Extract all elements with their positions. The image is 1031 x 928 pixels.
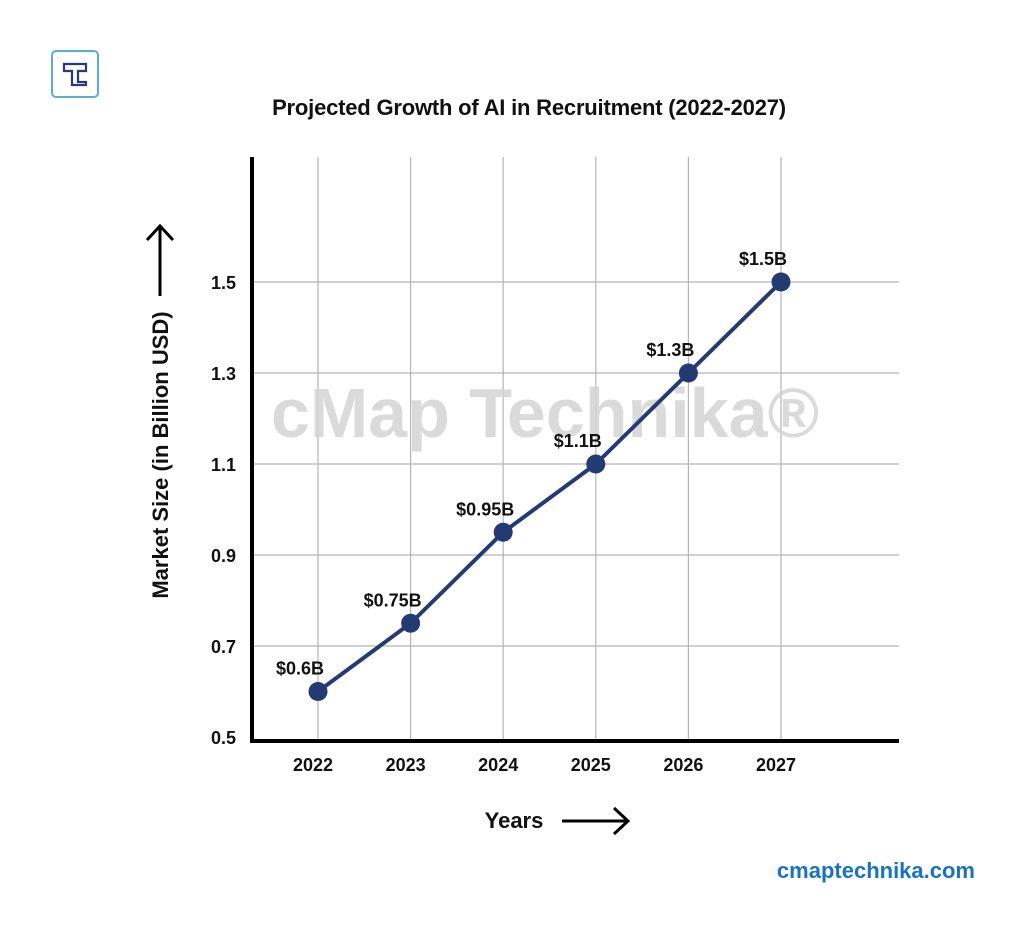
x-tick-label: 2024 xyxy=(478,755,518,775)
data-point-marker xyxy=(493,522,513,542)
data-labels: $0.6B $0.75B $0.95B $1.1B $1.3B $1.5B xyxy=(276,249,787,679)
x-tick-label: 2025 xyxy=(571,755,611,775)
watermark-text: cMap Technika® xyxy=(271,374,819,452)
y-axis-title: Market Size (in Billion USD) xyxy=(148,311,173,598)
data-label: $0.75B xyxy=(364,590,422,610)
axis-titles: Years Market Size (in Billion USD) xyxy=(145,223,631,836)
data-label: $0.95B xyxy=(456,499,514,519)
brand-logo xyxy=(51,50,99,98)
data-label: $1.5B xyxy=(739,249,787,269)
series-line-path xyxy=(316,280,783,694)
y-tick-label: 1.3 xyxy=(211,364,236,384)
footer-domain-link[interactable]: cmaptechnika.com xyxy=(776,858,975,883)
axes xyxy=(250,157,899,743)
x-tick-label: 2023 xyxy=(386,755,426,775)
data-point-marker xyxy=(401,613,421,633)
tick-labels: 2022 2023 2024 2025 2026 2027 0.5 0.7 0.9 1.1 1.3 1… xyxy=(211,273,796,775)
data-label: $1.1B xyxy=(554,431,602,451)
data-point-marker xyxy=(771,272,791,292)
data-label: $0.6B xyxy=(276,659,324,679)
x-tick-label: 2026 xyxy=(663,755,703,775)
data-label: $1.3B xyxy=(646,340,694,360)
x-tick-label: 2027 xyxy=(756,755,796,775)
y-tick-label: 0.9 xyxy=(211,546,236,566)
data-point-marker xyxy=(586,454,606,474)
x-axis-title: Years xyxy=(485,808,544,833)
x-tick-label: 2022 xyxy=(293,755,333,775)
y-axis-arrowhead-icon xyxy=(145,223,175,242)
data-point-marker xyxy=(678,363,698,383)
y-tick-label: 1.5 xyxy=(211,273,236,293)
T-logo-icon xyxy=(62,62,88,87)
x-axis-arrowhead-icon xyxy=(612,806,631,836)
y-tick-label: 0.5 xyxy=(211,728,236,748)
series-line xyxy=(308,272,791,701)
data-point-marker xyxy=(308,682,328,701)
y-tick-label: 1.1 xyxy=(211,455,236,475)
y-tick-label: 0.7 xyxy=(211,637,236,657)
grid xyxy=(252,157,899,741)
chart-title: Projected Growth of AI in Recruitment (2… xyxy=(272,95,786,120)
